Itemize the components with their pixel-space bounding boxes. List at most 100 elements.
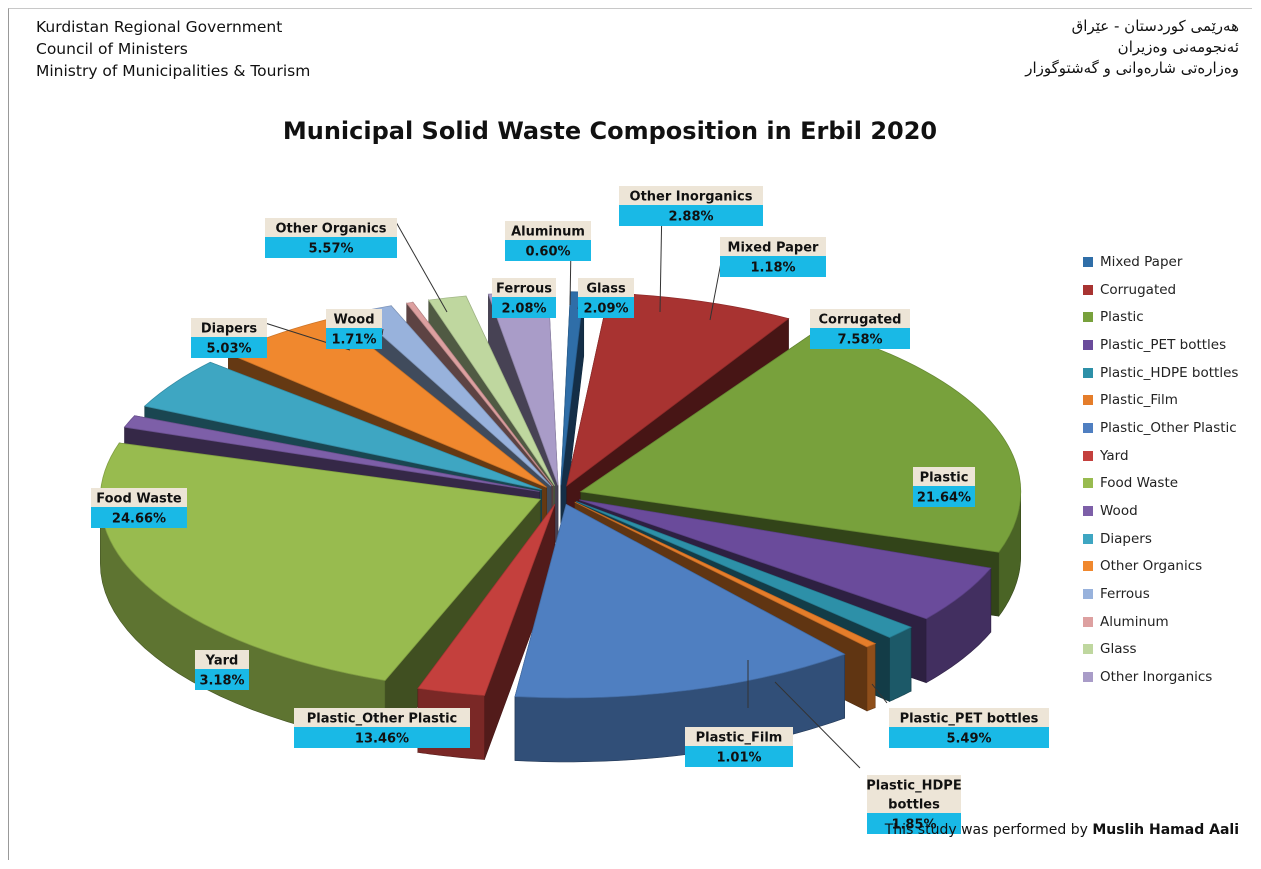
data-label-name: Wood [333,313,374,328]
data-label-value: 2.09% [583,302,628,317]
data-label-value-bg [326,328,382,349]
slice-diapers [143,361,542,491]
data-label-value: 5.03% [206,342,251,357]
legend-label: Ferrous [1100,586,1150,603]
data-label-name-bg [913,467,975,487]
data-label-yard: Yard 3.18% [195,650,249,690]
data-label-plastic-other-plastic: Plastic_Other Plastic 13.46% [294,708,470,748]
data-label-name: Other Inorganics [630,190,753,205]
data-label-name-bg [505,221,591,241]
data-label-value: 2.08% [501,302,546,317]
leader-line-wood [381,328,384,336]
legend-label: Corrugated [1100,281,1177,298]
data-label-value: 0.60% [525,245,570,260]
data-label-name: bottles [888,798,940,813]
data-label-value: 21.64% [917,491,971,506]
data-label-name: Corrugated [819,313,902,328]
legend-label: Plastic_HDPE bottles [1100,364,1239,381]
credit-prefix: This study was performed by [884,822,1088,838]
study-credit: This study was performed by Muslih Hamad… [885,822,1239,838]
legend-label: Plastic_Film [1100,392,1178,409]
data-label-wood: Wood 1.71% [326,309,382,349]
data-label-value-bg [294,727,470,748]
data-label-value: 7.58% [837,333,882,348]
slice-plastic-pet-bottles [579,499,992,620]
data-label-name-bg [810,309,910,329]
slice-wood [123,415,540,492]
data-label-name: Plastic_Other Plastic [307,712,458,727]
data-label-name: Plastic [920,471,969,486]
data-label-name: Aluminum [511,225,585,240]
data-label-value-bg [578,297,634,318]
data-label-other-organics: Other Organics 5.57% [265,218,397,258]
data-label-value-bg [889,727,1049,748]
chart-legend: Mixed Paper Corrugated Plastic Plastic_PET … [1083,248,1238,691]
data-label-name: Mixed Paper [728,241,820,256]
slice-rim-plastic-hdpe-bottles [889,626,912,703]
data-label-name-bg [326,309,382,329]
legend-item-diapers: Diapers [1083,525,1238,553]
legend-label: Glass [1100,641,1137,658]
legend-item-glass: Glass [1083,636,1238,664]
data-label-value: 5.57% [308,242,353,257]
data-label-plastic-film: Plastic_Film 1.01% [685,727,793,767]
legend-swatch [1083,561,1093,572]
data-label-value-bg [492,297,556,318]
legend-item-other-inorganics: Other Inorganics [1083,663,1238,691]
legend-swatch [1083,395,1093,406]
data-labels: Mixed Paper 1.18% Corrugated 7.58% Plastic 21… [91,186,1049,834]
legend-label: Aluminum [1100,613,1169,630]
data-label-value-bg [91,507,187,528]
legend-item-food-waste: Food Waste [1083,470,1238,498]
leader-line-plastic-hdpe-bottles [774,681,861,769]
legend-swatch [1083,616,1093,627]
data-label-value-bg [720,256,826,277]
data-label-value-bg [265,237,397,258]
legend-swatch [1083,312,1093,323]
legend-item-wood: Wood [1083,497,1238,525]
data-label-value-bg [685,746,793,767]
legend-label: Diapers [1100,530,1152,547]
legend-item-yard: Yard [1083,442,1238,470]
data-label-name-bg [294,708,470,728]
legend-swatch [1083,256,1093,267]
legend-swatch [1083,533,1093,544]
data-label-aluminum: Aluminum 0.60% [505,221,591,261]
data-label-glass: Glass 2.09% [578,278,634,318]
data-label-name-bg [265,218,397,238]
leader-line-plastic-pet-bottles [871,683,888,704]
data-label-name-bg [867,775,961,814]
data-label-food-waste: Food Waste 24.66% [91,488,187,528]
legend-item-plastic: Plastic [1083,303,1238,331]
legend-label: Plastic [1100,309,1144,326]
legend-swatch [1083,589,1093,600]
data-label-value: 13.46% [355,732,409,747]
legend-item-aluminum: Aluminum [1083,608,1238,636]
legend-swatch [1083,672,1093,683]
slice-plastic-other-plastic [514,503,846,699]
data-label-name: Ferrous [496,282,552,297]
slice-yard [417,504,556,696]
legend-label: Yard [1100,447,1129,464]
legend-label: Mixed Paper [1100,253,1183,270]
page-frame [8,8,1252,860]
slice-aluminum [405,301,554,487]
data-label-name: Plastic_PET bottles [900,712,1039,727]
data-label-name: Plastic_Film [696,731,783,746]
data-label-value-bg [867,813,961,834]
legend-swatch [1083,367,1093,378]
data-label-corrugated: Corrugated 7.58% [810,309,910,349]
data-label-name: Diapers [201,322,258,337]
data-label-mixed-paper: Mixed Paper 1.18% [720,237,826,277]
data-label-name: Yard [205,654,239,669]
legend-swatch [1083,478,1093,489]
data-label-value-bg [191,337,267,358]
data-label-name-bg [685,727,793,747]
legend-label: Plastic_Other Plastic [1100,419,1237,436]
data-label-ferrous: Ferrous 2.08% [492,278,556,318]
legend-swatch [1083,339,1093,350]
legend-item-plastic-other-plastic: Plastic_Other Plastic [1083,414,1238,442]
data-label-value: 24.66% [112,512,166,527]
header-right: هەرێمی کوردستان - عێراق ئەنجومەنی وەزیرا… [1025,16,1239,79]
